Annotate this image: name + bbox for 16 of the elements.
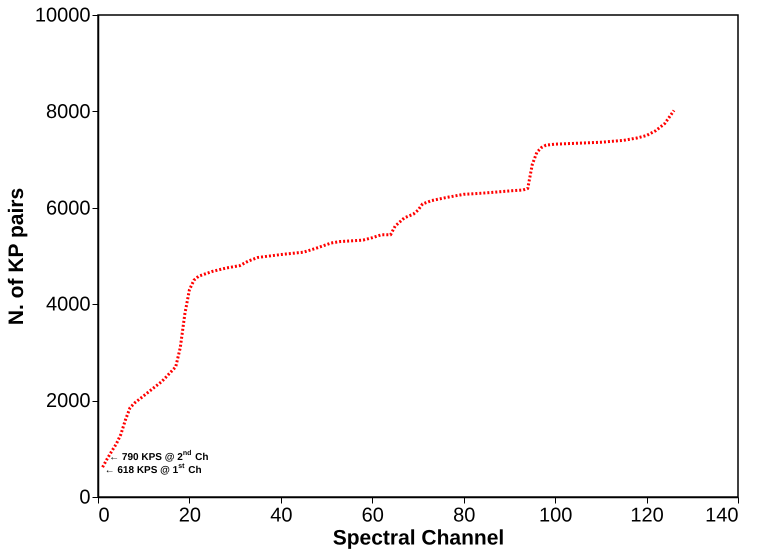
y-axis-title: N. of KP pairs bbox=[4, 188, 28, 326]
x-tick-label: 100 bbox=[538, 504, 572, 526]
y-tick-label: 8000 bbox=[46, 100, 90, 123]
y-tick-label: 10000 bbox=[34, 4, 90, 26]
x-tick-label: 120 bbox=[630, 504, 664, 526]
x-tick-label: 140 bbox=[705, 504, 738, 526]
x-tick-label: 0 bbox=[98, 504, 110, 526]
y-tick-label: 0 bbox=[79, 486, 90, 508]
x-axis-title: Spectral Channel bbox=[332, 526, 504, 550]
x-tick-label: 20 bbox=[178, 504, 202, 526]
y-tick-label: 6000 bbox=[46, 197, 90, 220]
x-tick-label: 80 bbox=[453, 504, 476, 526]
x-tick-label: 40 bbox=[270, 504, 292, 526]
y-tick-label: 2000 bbox=[46, 390, 90, 412]
y-tick-label: 4000 bbox=[46, 294, 90, 316]
x-tick-label: 60 bbox=[362, 504, 384, 526]
